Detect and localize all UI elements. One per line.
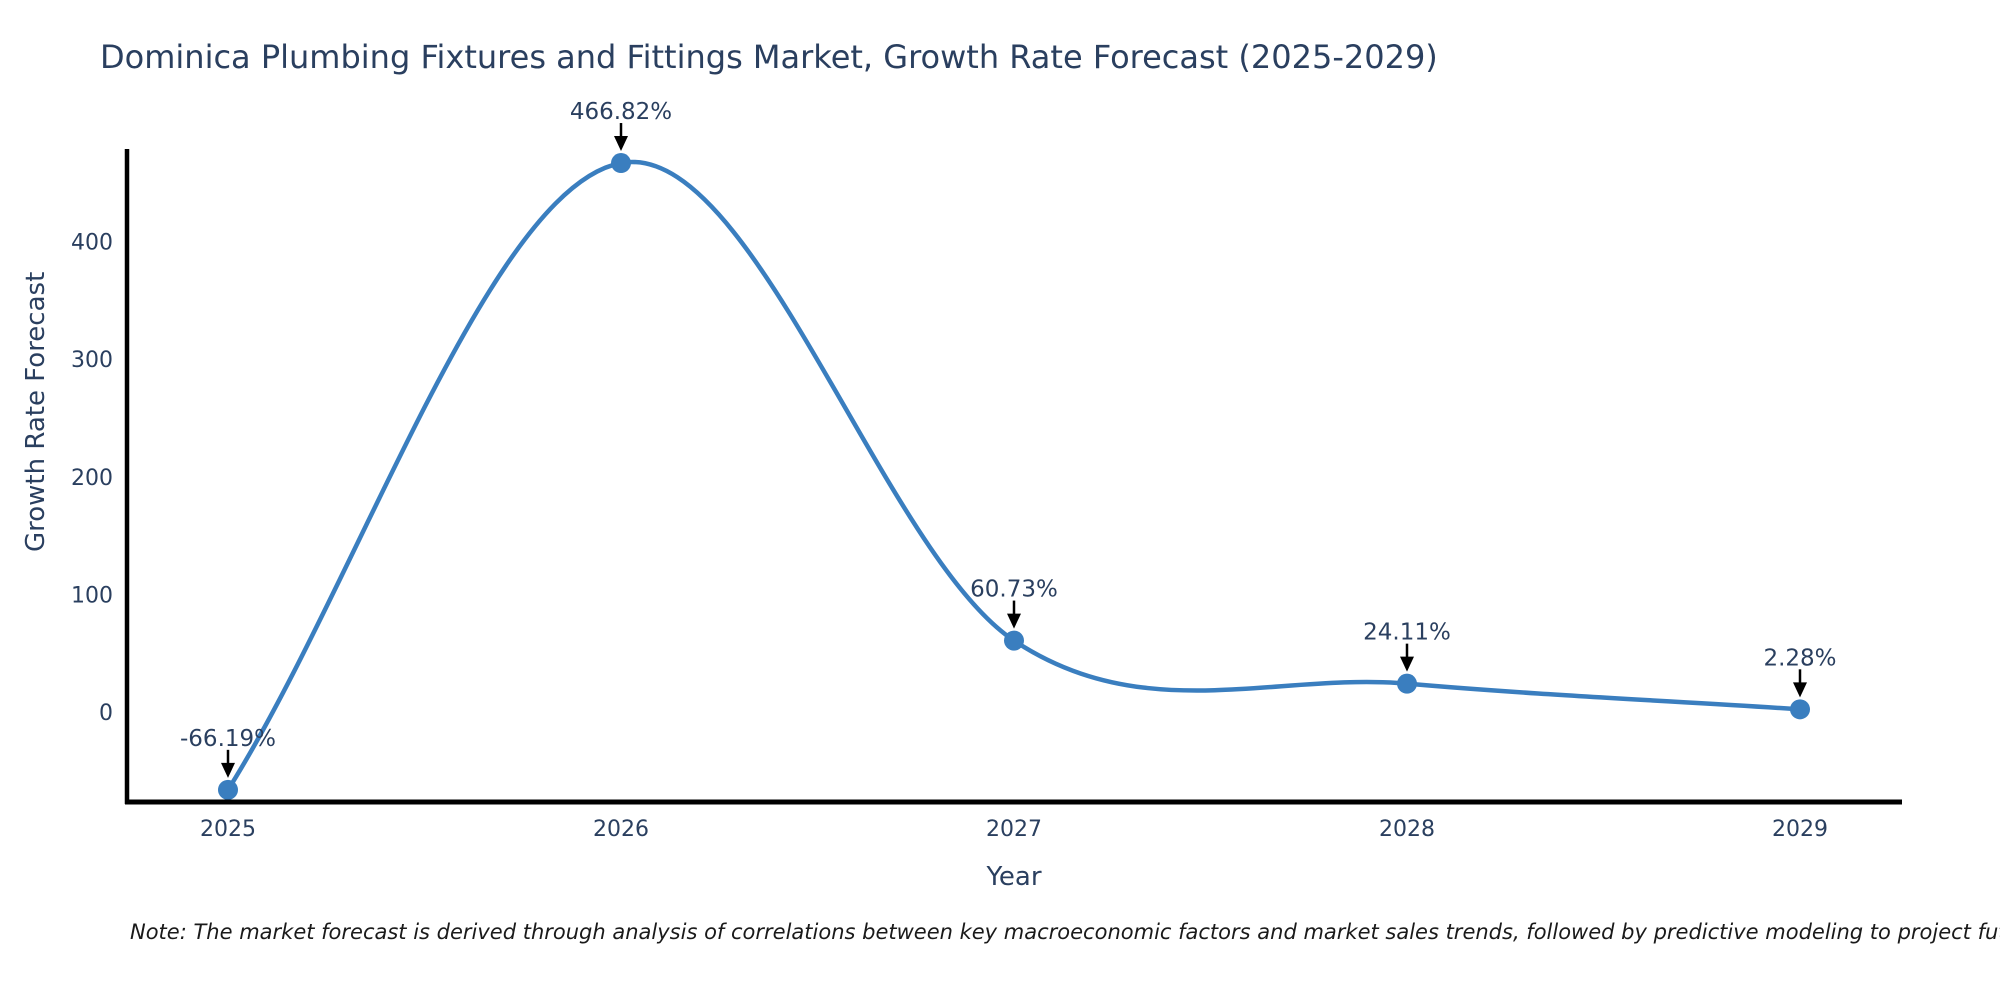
- x-axis-title: Year: [986, 862, 1042, 892]
- data-point-2029[interactable]: [1790, 699, 1810, 720]
- y-tick-label-300: 300: [71, 348, 113, 373]
- x-tick-label-2028: 2028: [1379, 817, 1435, 842]
- annotation-arrowhead-2028: [1400, 656, 1414, 672]
- annotation-label-2027: 60.73%: [970, 577, 1058, 603]
- annotation-label-2029: 2.28%: [1763, 645, 1836, 671]
- x-tick-label-2026: 2026: [593, 817, 649, 842]
- annotation-label-2028: 24.11%: [1363, 620, 1451, 646]
- footnote: Note: The market forecast is derived thr…: [130, 920, 2000, 944]
- annotation-arrowhead-2029: [1793, 682, 1807, 698]
- annotation-arrowhead-2026: [614, 136, 628, 152]
- y-tick-label-0: 0: [99, 701, 113, 726]
- data-point-2027[interactable]: [1004, 630, 1024, 651]
- x-tick-label-2027: 2027: [986, 817, 1042, 842]
- annotation-label-2026: 466.82%: [570, 99, 672, 125]
- y-tick-label-400: 400: [71, 231, 113, 256]
- data-point-2028[interactable]: [1397, 673, 1417, 694]
- annotation-arrowhead-2027: [1007, 613, 1021, 629]
- annotation-arrowhead-2025: [221, 762, 235, 778]
- y-tick-label-200: 200: [71, 466, 113, 491]
- x-tick-label-2025: 2025: [200, 817, 256, 842]
- chart-title: Dominica Plumbing Fixtures and Fittings …: [100, 38, 1438, 76]
- growth-rate-line: [226, 159, 1801, 792]
- x-tick-label-2029: 2029: [1772, 817, 1828, 842]
- y-tick-label-100: 100: [71, 583, 113, 608]
- data-point-2026[interactable]: [611, 153, 631, 174]
- annotation-label-2025: -66.19%: [180, 726, 276, 752]
- data-point-2025[interactable]: [218, 779, 238, 800]
